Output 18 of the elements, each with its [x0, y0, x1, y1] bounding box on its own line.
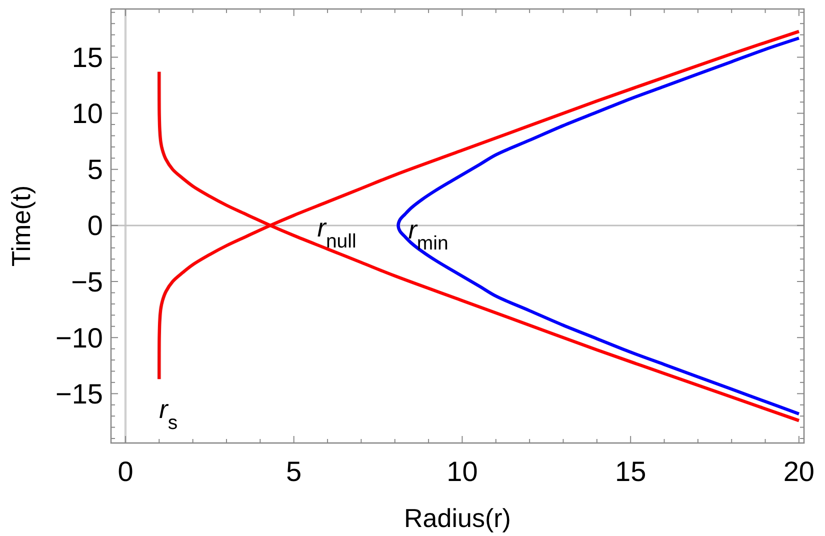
- x-tick-label: 15: [615, 456, 646, 487]
- x-tick-label: 20: [783, 456, 815, 487]
- annotation: r$_{s}$: [159, 394, 178, 434]
- x-tick-label: 10: [446, 456, 478, 487]
- x-axis-title: Radius(r): [404, 503, 511, 533]
- y-tick-label: 0: [87, 210, 103, 242]
- y-tick-label: 5: [87, 154, 103, 186]
- annotation: r$_{null}$: [317, 212, 356, 253]
- y-tick-label: 15: [72, 42, 103, 74]
- y-tick-label: −10: [56, 322, 103, 354]
- line-series: [396, 36, 801, 416]
- x-tick-label: 5: [286, 456, 302, 487]
- x-tick-label: 0: [118, 456, 134, 487]
- y-tick-label: −15: [56, 378, 103, 410]
- annotation: r$_{min}$: [408, 214, 448, 255]
- y-tick-label: −5: [71, 266, 103, 298]
- y-tick-label: 10: [72, 98, 103, 130]
- y-axis-title: Time(t): [6, 185, 36, 267]
